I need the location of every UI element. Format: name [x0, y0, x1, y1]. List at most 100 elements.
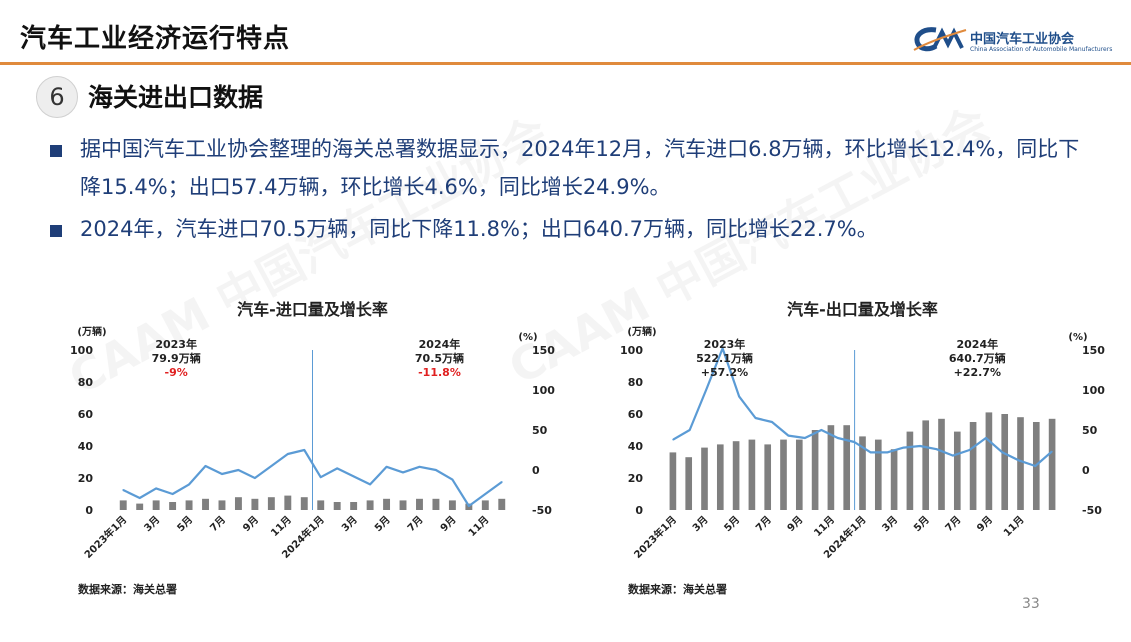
x-axis-tick-label: 7月: [753, 514, 773, 534]
bullet-item: 2024年，汽车进口70.5万辆，同比下降11.8%；出口640.7万辆，同比增…: [50, 210, 1090, 248]
bar: [827, 425, 835, 510]
x-axis-tick-label: 5月: [911, 514, 931, 534]
x-axis-tick-label: 11月: [269, 514, 294, 539]
section-heading: 6 海关进出口数据: [0, 70, 320, 122]
x-axis-tick-label: 7月: [405, 514, 425, 534]
x-axis-tick-label: 3月: [339, 514, 359, 534]
bar: [969, 422, 977, 510]
line-point: [188, 483, 190, 486]
bar: [764, 444, 772, 510]
bar: [1048, 418, 1056, 510]
line-point: [385, 465, 388, 468]
line-point: [451, 478, 454, 481]
bar: [416, 498, 423, 510]
section-title: 海关进出口数据: [88, 83, 264, 112]
line-point: [500, 481, 503, 483]
line-point: [869, 451, 872, 454]
section-number: 6: [36, 76, 78, 118]
line-point: [820, 429, 823, 431]
line-point: [672, 438, 675, 441]
left-axis-tick-label: 80: [78, 376, 94, 389]
bar: [843, 425, 851, 510]
right-axis-tick-label: 50: [1082, 424, 1098, 437]
right-axis-unit: (%): [1068, 332, 1087, 343]
bar: [922, 420, 930, 510]
line-point: [221, 473, 223, 475]
line-point: [402, 471, 404, 474]
annotation-total: 79.9万辆: [152, 351, 201, 365]
x-axis-tick-label: 5月: [175, 514, 195, 534]
left-axis-tick-label: 20: [628, 472, 644, 485]
bar: [284, 495, 292, 510]
x-axis-tick-label: 5月: [372, 514, 392, 534]
left-axis-unit: (万辆): [627, 325, 656, 338]
line-point: [484, 493, 487, 495]
right-axis-tick-label: 100: [1082, 384, 1105, 397]
bar: [169, 502, 177, 510]
line-point: [935, 448, 938, 451]
bar: [119, 500, 127, 510]
annotation-year: 2024年: [419, 337, 461, 351]
right-axis-tick-label: 50: [532, 424, 548, 437]
annotation-rate: +57.2%: [701, 366, 748, 379]
bar: [1017, 417, 1024, 510]
line-point: [985, 437, 987, 439]
chart-source: 数据来源：海关总署: [628, 582, 727, 596]
caam-logo-icon: [913, 27, 967, 52]
line-point: [1050, 450, 1053, 453]
x-axis-tick-label: 9月: [241, 514, 261, 534]
annotation-total: 522.1万辆: [696, 351, 753, 365]
right-axis-unit: (%): [518, 332, 537, 343]
bar: [985, 412, 993, 510]
line-point: [435, 469, 437, 471]
bar: [748, 439, 756, 510]
bar: [448, 500, 456, 510]
line-point: [952, 454, 954, 457]
line-point: [237, 469, 240, 471]
line-point: [1017, 459, 1020, 462]
bar: [432, 498, 440, 510]
bar: [267, 497, 275, 510]
line-point: [787, 434, 790, 437]
annotation-total: 640.7万辆: [949, 351, 1006, 365]
line-point: [968, 449, 971, 451]
bar: [716, 444, 724, 510]
line-point: [319, 476, 322, 479]
bar: [1001, 414, 1009, 510]
bar: [874, 439, 882, 510]
line-point: [1034, 465, 1037, 467]
caam-logo: 中国汽车工业协会 China Association of Automobile…: [912, 26, 1122, 56]
bar: [498, 498, 506, 510]
growth-rate-line: [122, 448, 503, 508]
left-axis-tick-label: 40: [78, 440, 94, 453]
line-point: [286, 453, 289, 455]
line-point: [688, 429, 691, 431]
x-axis-tick-label: 9月: [975, 514, 995, 534]
bar: [350, 502, 358, 510]
line-point: [754, 417, 757, 419]
annotation-total: 70.5万辆: [415, 351, 464, 365]
line-point: [902, 446, 905, 449]
annotation-year: 2023年: [155, 337, 197, 351]
x-axis-tick-label: 9月: [438, 514, 458, 534]
bar: [685, 457, 693, 510]
line-point: [303, 449, 306, 451]
left-axis-tick-label: 60: [78, 408, 94, 421]
export-chart-svg: 汽车-出口量及增长率(万辆) (%)100806040200150100500-5…: [620, 300, 1105, 596]
line-point: [738, 395, 740, 398]
bar: [251, 498, 259, 510]
bar: [780, 439, 787, 510]
x-axis-tick-label: 3月: [690, 514, 710, 534]
right-axis-tick-label: 0: [532, 464, 540, 477]
line-point: [721, 347, 724, 350]
x-axis-tick-label: 11月: [466, 514, 491, 539]
x-axis-tick-label: 3月: [880, 514, 900, 534]
page-number: 33: [1022, 596, 1040, 612]
x-axis-tick-label: 2023年1月: [81, 513, 129, 561]
line-point: [352, 475, 355, 478]
bullet-square-icon: [50, 145, 62, 157]
left-axis-tick-label: 20: [78, 472, 94, 485]
bar: [938, 418, 945, 510]
chart-title: 汽车-出口量及增长率: [787, 300, 938, 319]
bar: [366, 500, 374, 510]
